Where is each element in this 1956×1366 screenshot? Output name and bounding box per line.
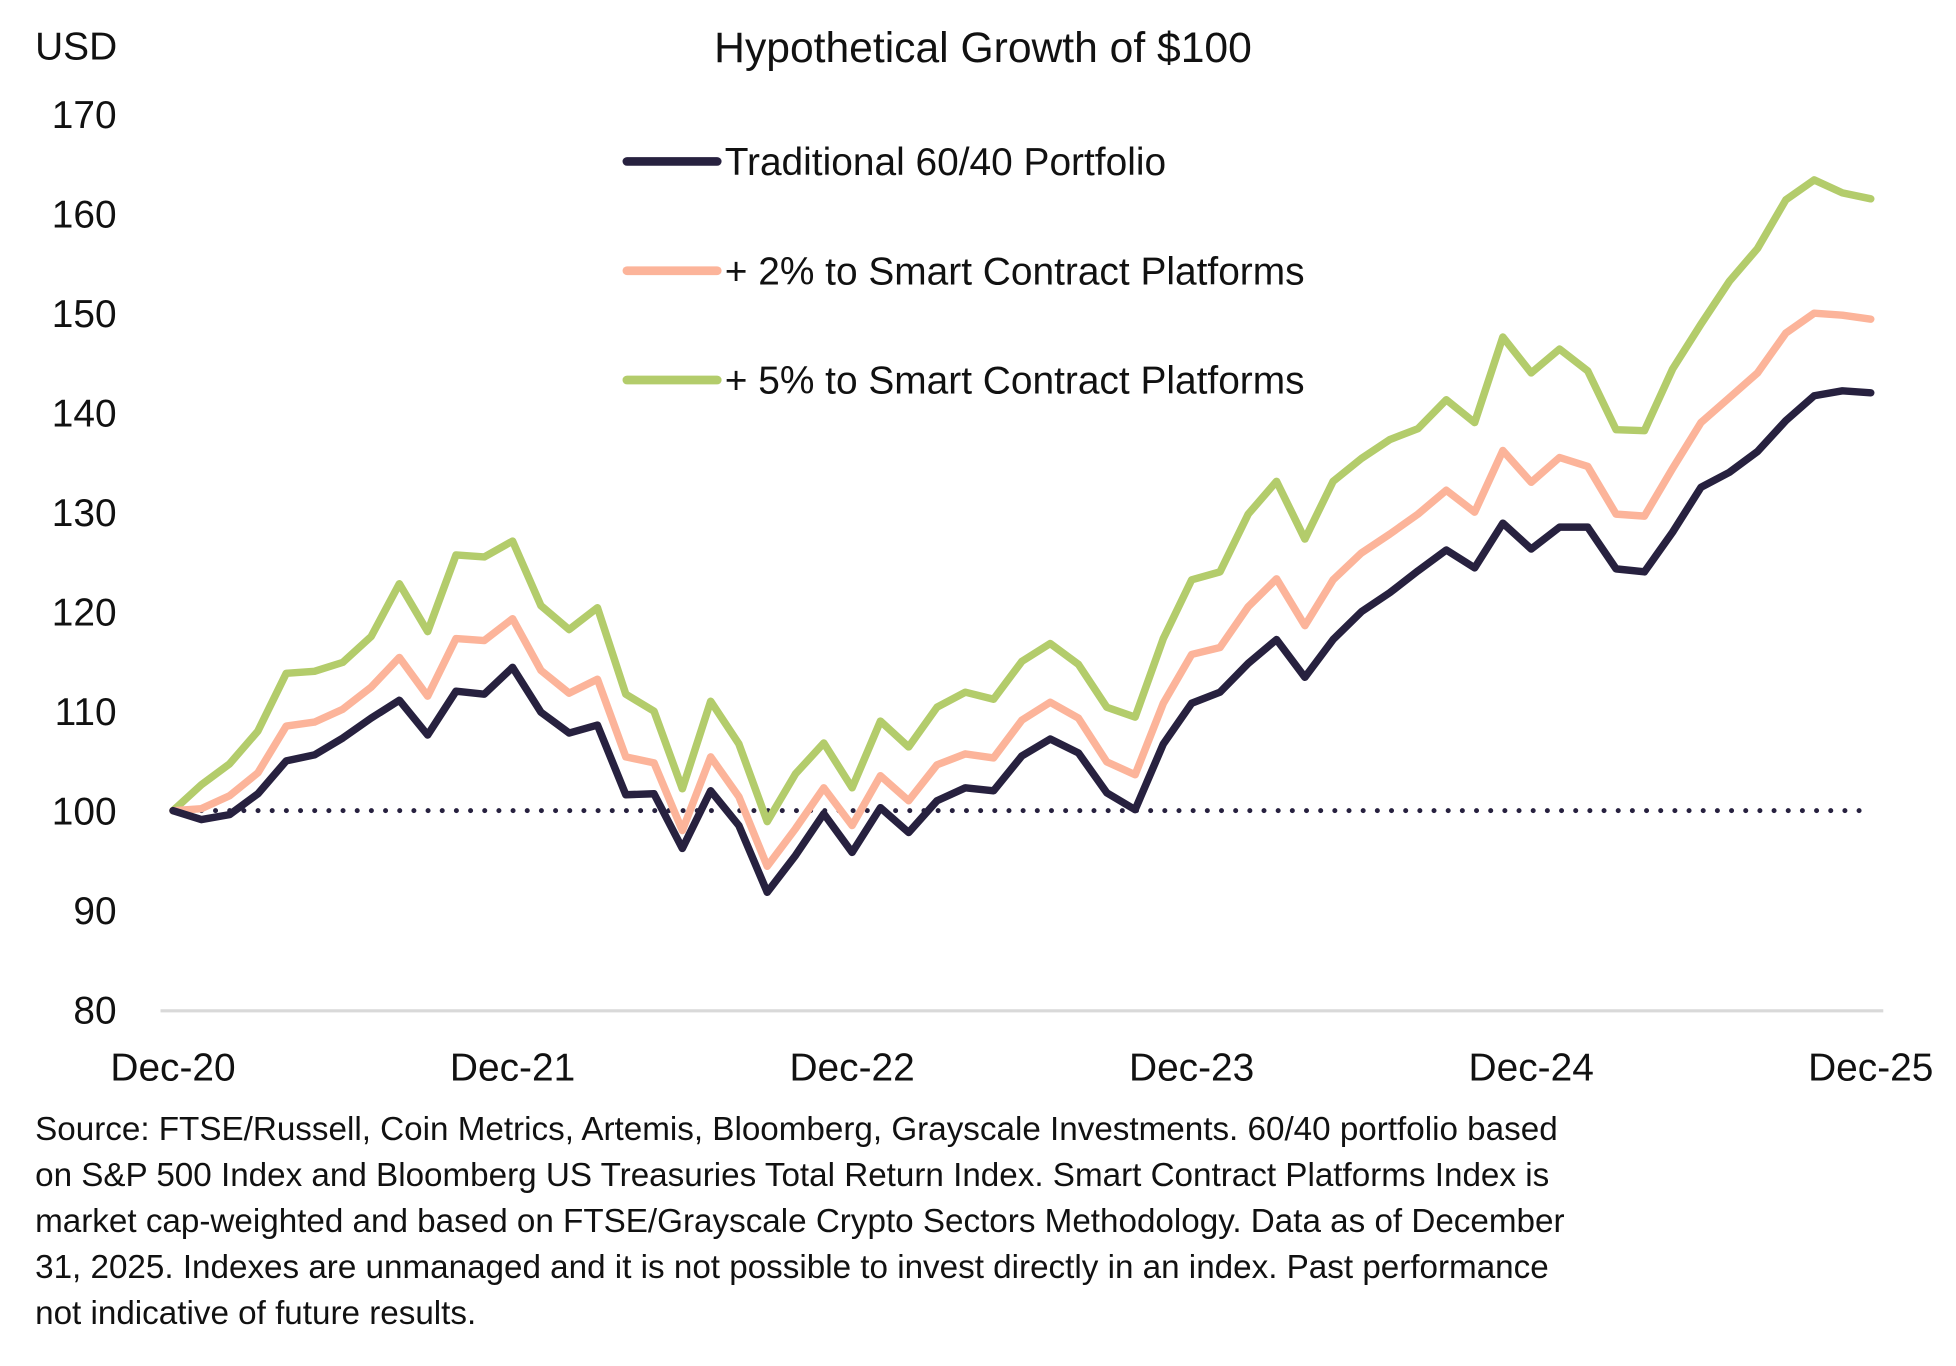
footnote-line: 31, 2025. Indexes are unmanaged and it i…: [35, 1249, 1549, 1286]
legend-label: + 2% to Smart Contract Platforms: [725, 251, 1305, 294]
y-tick-label: 110: [55, 691, 117, 734]
series-line-traditional-60-40-portfolio: [169, 387, 1875, 896]
y-tick-label: 80: [73, 989, 116, 1032]
footnote-line: market cap-weighted and based on FTSE/Gr…: [35, 1203, 1564, 1240]
x-axis-ticks: Dec-20 Dec-21 Dec-22 Dec-23 Dec-24 Dec-25: [110, 1047, 1933, 1090]
y-tick-label: 160: [52, 194, 117, 237]
y-tick-label: 130: [52, 492, 117, 535]
y-tick-label: 140: [52, 393, 117, 436]
series-lines: [169, 176, 1875, 896]
y-tick-label: 90: [73, 890, 116, 933]
y-axis-ticks: 80 90 100 110 120 130 140 150 160 170: [52, 94, 117, 1032]
y-tick-label: 150: [52, 293, 117, 336]
x-tick-label: Dec-23: [1129, 1047, 1254, 1090]
footnote-line: Source: FTSE/Russell, Coin Metrics, Arte…: [35, 1111, 1558, 1148]
footnote-line: on S&P 500 Index and Bloomberg US Treasu…: [35, 1157, 1549, 1194]
x-tick-label: Dec-21: [450, 1047, 575, 1090]
legend-item: + 2% to Smart Contract Platforms: [622, 251, 1305, 294]
chart-title: Hypothetical Growth of $100: [714, 24, 1252, 71]
legend-item: Traditional 60/40 Portfolio: [622, 141, 1166, 184]
y-tick-label: 100: [52, 790, 117, 833]
footnote: Source: FTSE/Russell, Coin Metrics, Arte…: [35, 1111, 1564, 1332]
y-tick-label: 170: [52, 94, 117, 137]
footnote-line: not indicative of future results.: [35, 1295, 476, 1332]
y-axis-label: USD: [35, 26, 117, 69]
legend-label: + 5% to Smart Contract Platforms: [725, 360, 1305, 403]
legend-item: + 5% to Smart Contract Platforms: [622, 360, 1305, 403]
x-tick-label: Dec-22: [789, 1047, 914, 1090]
y-tick-label: 120: [52, 591, 117, 634]
x-tick-label: Dec-20: [110, 1047, 235, 1090]
legend: Traditional 60/40 Portfolio + 2% to Smart…: [622, 141, 1305, 403]
x-tick-label: Dec-25: [1808, 1047, 1933, 1090]
x-tick-label: Dec-24: [1469, 1047, 1594, 1090]
series-line-5-to-smart-contract-platforms: [169, 176, 1875, 826]
legend-label: Traditional 60/40 Portfolio: [725, 141, 1166, 184]
series-line-2-to-smart-contract-platforms: [169, 309, 1875, 871]
